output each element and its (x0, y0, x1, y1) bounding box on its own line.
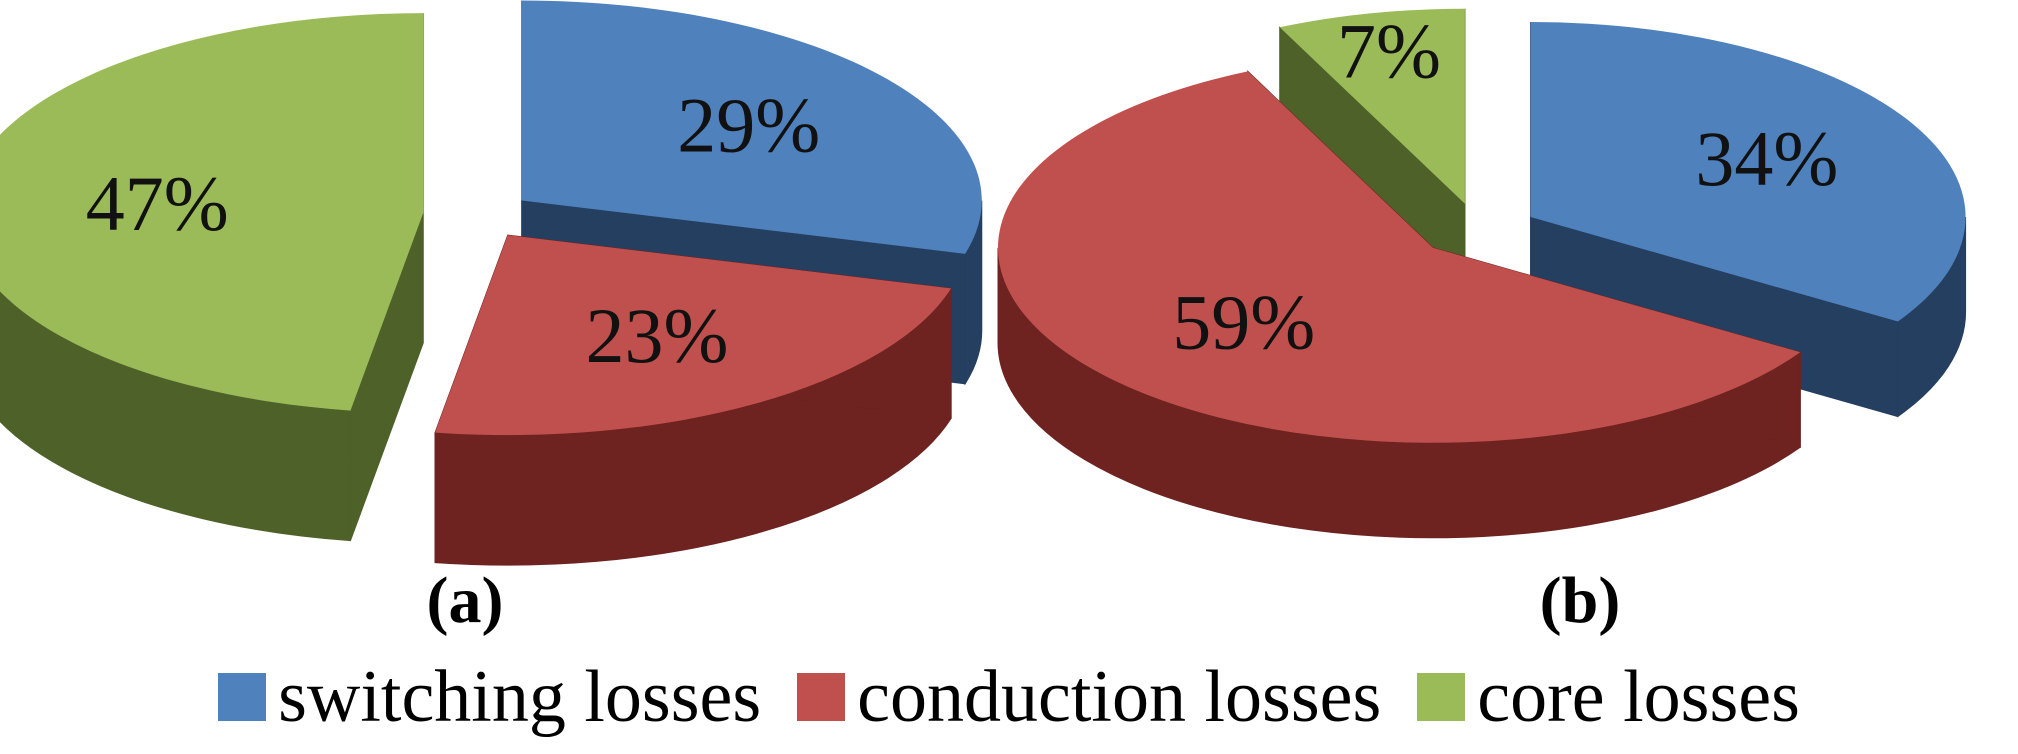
slice-label-switching: 29% (677, 81, 820, 168)
slice-switching-top (1530, 22, 1966, 322)
panel-label-a: (a) (427, 564, 504, 637)
legend-item-conduction: conduction losses (797, 655, 1381, 740)
slice-switching-top (521, 0, 982, 254)
legend: switching losses conduction losses core … (0, 652, 2018, 742)
legend-swatch-switching (218, 673, 267, 721)
slice-label-conduction: 23% (585, 292, 728, 379)
pie-chart-b: 34% 59% 7% (b) (997, 8, 1967, 637)
legend-swatch-conduction (797, 673, 846, 721)
pie-chart-a: 29% 23% 47% (a) (0, 0, 983, 637)
legend-label-conduction: conduction losses (857, 655, 1382, 738)
slice-label-core: 7% (1337, 8, 1441, 95)
legend-label-core: core losses (1477, 655, 1800, 738)
legend-label-switching: switching losses (278, 655, 762, 738)
slice-core-top (0, 13, 424, 411)
slice-label-conduction: 59% (1172, 279, 1315, 366)
legend-item-core: core losses (1417, 655, 1800, 740)
slice-label-core: 47% (86, 160, 229, 247)
slice-conduction-top (435, 235, 952, 436)
panel-label-b: (b) (1540, 564, 1621, 637)
slice-conduction-top (997, 71, 1801, 443)
slice-core-top (1279, 8, 1465, 204)
legend-swatch-core (1417, 673, 1466, 721)
legend-item-switching: switching losses (218, 655, 761, 740)
slice-label-switching: 34% (1695, 115, 1838, 202)
